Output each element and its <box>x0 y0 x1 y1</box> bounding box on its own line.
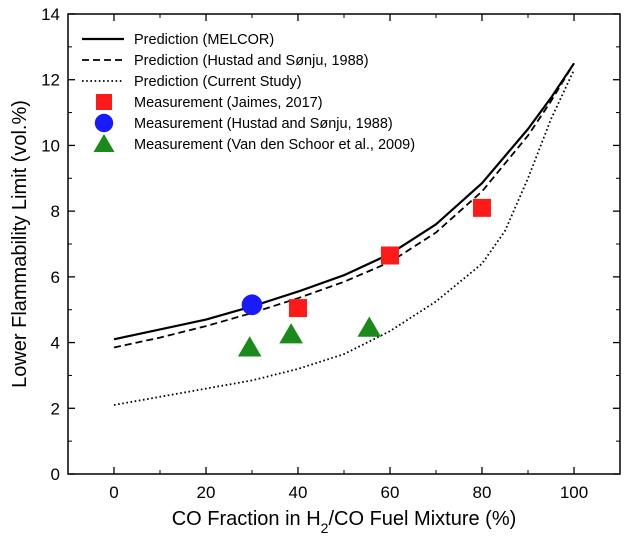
legend-label: Measurement (Van den Schoor et al., 2009… <box>134 137 415 153</box>
data-point-square <box>473 198 491 217</box>
legend-label: Measurement (Hustad and Sønju, 1988) <box>134 116 393 132</box>
x-axis-title-subscript: 2 <box>321 520 329 536</box>
legend-swatch-triangle <box>93 134 115 152</box>
legend-label: Measurement (Jaimes, 2017) <box>134 95 323 111</box>
data-point-square <box>381 246 399 265</box>
series-line-dotted <box>113 69 575 406</box>
series-layer <box>113 62 575 406</box>
data-point-square <box>289 299 307 318</box>
legend: Prediction (MELCOR) Prediction (Hustad an… <box>82 32 415 153</box>
data-point-triangle <box>357 316 382 337</box>
y-tick-label: 10 <box>41 136 60 155</box>
y-tick-label: 6 <box>51 268 60 287</box>
legend-label: Prediction (Hustad and Sønju, 1988) <box>134 53 369 69</box>
x-tick-label: 80 <box>473 483 492 502</box>
legend-swatch-square <box>96 94 112 110</box>
series-line-solid <box>113 62 575 341</box>
x-axis-ticks: 0 20 40 60 80 100 <box>67 14 621 502</box>
x-axis-title-part-1: CO Fraction in H <box>172 508 321 530</box>
x-axis-title-part-2: /CO Fuel Mixture (%) <box>328 508 516 530</box>
y-tick-label: 0 <box>51 465 60 484</box>
x-axis-title: CO Fraction in H2/CO Fuel Mixture (%) <box>172 508 517 536</box>
y-tick-label: 8 <box>51 202 60 221</box>
x-tick-label: 60 <box>381 483 400 502</box>
legend-label: Prediction (Current Study) <box>134 74 302 90</box>
legend-label: Prediction (MELCOR) <box>134 32 274 48</box>
y-tick-label: 14 <box>41 5 60 24</box>
x-tick-label: 20 <box>197 483 216 502</box>
x-tick-label: 100 <box>560 483 588 502</box>
series-line-dashed <box>113 62 575 349</box>
y-tick-label: 4 <box>51 334 60 353</box>
legend-swatch-circle <box>94 113 114 133</box>
y-axis-title: Lower Flammability Limit (vol.%) <box>9 100 31 388</box>
x-tick-label: 40 <box>289 483 308 502</box>
x-tick-label: 0 <box>109 483 118 502</box>
y-tick-label: 2 <box>51 399 60 418</box>
y-axis-ticks: 0 2 4 6 8 10 12 14 <box>41 5 620 484</box>
data-point-triangle <box>237 336 262 357</box>
data-point-triangle <box>279 323 303 344</box>
y-tick-label: 12 <box>41 71 60 90</box>
data-point-circle <box>241 294 263 316</box>
